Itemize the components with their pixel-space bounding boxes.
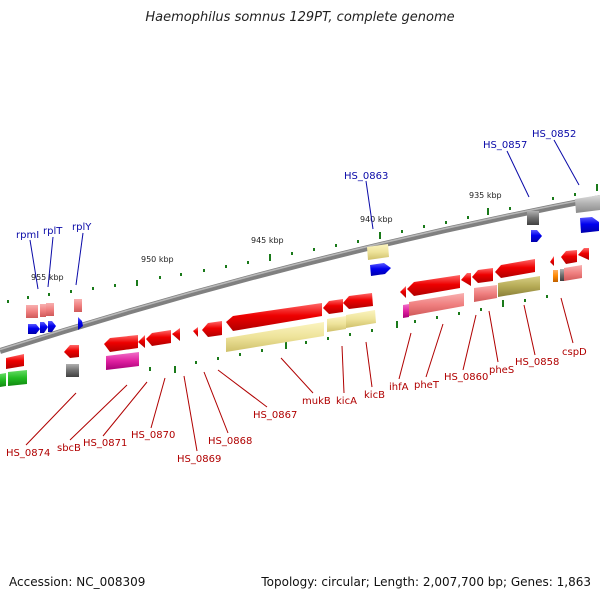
accession-text: Accession: NC_008309 [9, 575, 146, 589]
cog-box-HS_0858 [498, 276, 540, 297]
cog-box-HS_0871 [106, 352, 139, 370]
plus-strand-cog-track [26, 195, 600, 318]
genome-stats-text: Topology: circular; Length: 2,007,700 bp… [261, 575, 591, 589]
cds-kicA[interactable] [323, 299, 343, 314]
cds-rplT-2[interactable] [48, 321, 56, 332]
cds-rplY[interactable] [78, 317, 83, 330]
cds-HS_0869[interactable] [146, 330, 171, 346]
cds-HS_0871[interactable] [104, 335, 138, 352]
cog-box-mukB [226, 322, 324, 352]
cog-box-kicA [327, 316, 346, 332]
gene-label-HS_0868: HS_0868 [208, 436, 252, 447]
cog-box-HS_0874 [0, 373, 6, 387]
gene-label-sbcB: sbcB [57, 443, 81, 454]
gene-label-kicA: kicA [336, 396, 357, 407]
cog-box-HS_0857 [527, 211, 539, 225]
cog-box-rpmI [26, 305, 38, 318]
cds-HS_0852[interactable] [580, 217, 599, 233]
cds-kicB[interactable] [343, 293, 373, 309]
cds-HS_0863[interactable] [370, 263, 391, 276]
minus-strand-cds-track [6, 248, 589, 369]
gene-label-HS_0852: HS_0852 [532, 129, 576, 140]
cog-box-rplT [40, 304, 46, 317]
top-leader-lines [29, 139, 580, 290]
scale-label-955: 955 kbp [31, 273, 64, 282]
gene-label-HS_0863: HS_0863 [344, 171, 388, 182]
gene-label-rplT: rplT [43, 226, 63, 237]
cog-box-sbcB [66, 364, 79, 377]
cds-HS_0868[interactable] [172, 328, 180, 341]
gene-label-pheS: pheS [489, 365, 514, 376]
cog-box-HS_0863 [367, 244, 389, 260]
cds-ihfA[interactable] [400, 286, 406, 298]
cog-box-kicB [346, 310, 376, 328]
cds-HS_0874[interactable] [6, 354, 24, 369]
gene-label-ihfA: ihfA [389, 382, 409, 393]
cog-box-cspD-a [553, 270, 558, 282]
map-title: Haemophilus somnus 129PT, complete genom… [145, 10, 455, 25]
cog-box-rplT-2 [46, 303, 54, 316]
gene-label-HS_0870: HS_0870 [131, 430, 175, 441]
minus-strand-cog-track [0, 265, 582, 387]
scale-label-935: 935 kbp [469, 191, 502, 200]
gene-label-HS_0869: HS_0869 [177, 454, 221, 465]
cog-box-rplY [74, 299, 82, 312]
gene-label-kicB: kicB [364, 390, 385, 401]
cds-HS_0852-minus[interactable] [578, 248, 589, 260]
gene-label-pheT: pheT [414, 380, 440, 391]
genome-backbone-highlight [0, 195, 600, 351]
gene-label-mukB: mukB [302, 396, 331, 407]
cds-HS_0870[interactable] [138, 335, 145, 348]
cog-box-cspD-b [560, 269, 564, 281]
cds-mukB[interactable] [226, 303, 322, 331]
cog-box-cspD [564, 265, 582, 281]
bottom-leader-lines [25, 297, 574, 452]
cds-pheT[interactable] [407, 275, 460, 296]
scale-label-945: 945 kbp [251, 236, 284, 245]
cds-cspD[interactable] [561, 250, 577, 264]
cds-HS_0857[interactable] [531, 230, 542, 242]
cog-box-pheT [409, 293, 464, 316]
cds-HS_0867a[interactable] [193, 327, 198, 337]
gene-label-cspD: cspD [562, 347, 587, 358]
cds-rplT[interactable] [40, 322, 48, 333]
cds-rpmI[interactable] [28, 324, 40, 334]
cds-pheS[interactable] [472, 268, 493, 283]
cds-sbcB[interactable] [64, 345, 79, 358]
cds-cspD-a[interactable] [550, 256, 554, 266]
gene-label-HS_0871: HS_0871 [83, 438, 127, 449]
gene-label-rpmI: rpmI [16, 230, 39, 241]
cds-HS_0860[interactable] [461, 273, 471, 286]
genome-backbone [0, 195, 600, 354]
scale-label-940: 940 kbp [360, 215, 393, 224]
cog-box-HS_0874b [8, 370, 27, 386]
cog-box-pheS [474, 285, 497, 302]
gene-label-HS_0858: HS_0858 [515, 357, 559, 368]
gene-label-HS_0874: HS_0874 [6, 448, 50, 459]
cog-box-ihfA [403, 304, 409, 318]
gene-label-HS_0857: HS_0857 [483, 140, 527, 151]
gene-label-HS_0860: HS_0860 [444, 372, 488, 383]
scale-ticks-inner [149, 295, 548, 373]
gene-label-rplY: rplY [72, 222, 92, 233]
gene-label-HS_0867: HS_0867 [253, 410, 297, 421]
plus-strand-cds-track [28, 217, 599, 334]
cds-HS_0867[interactable] [202, 321, 222, 337]
scale-label-950: 950 kbp [141, 255, 174, 264]
cog-box-HS_0852 [575, 195, 600, 213]
scale-ticks-outer [7, 184, 598, 303]
cds-HS_0858[interactable] [495, 259, 535, 278]
